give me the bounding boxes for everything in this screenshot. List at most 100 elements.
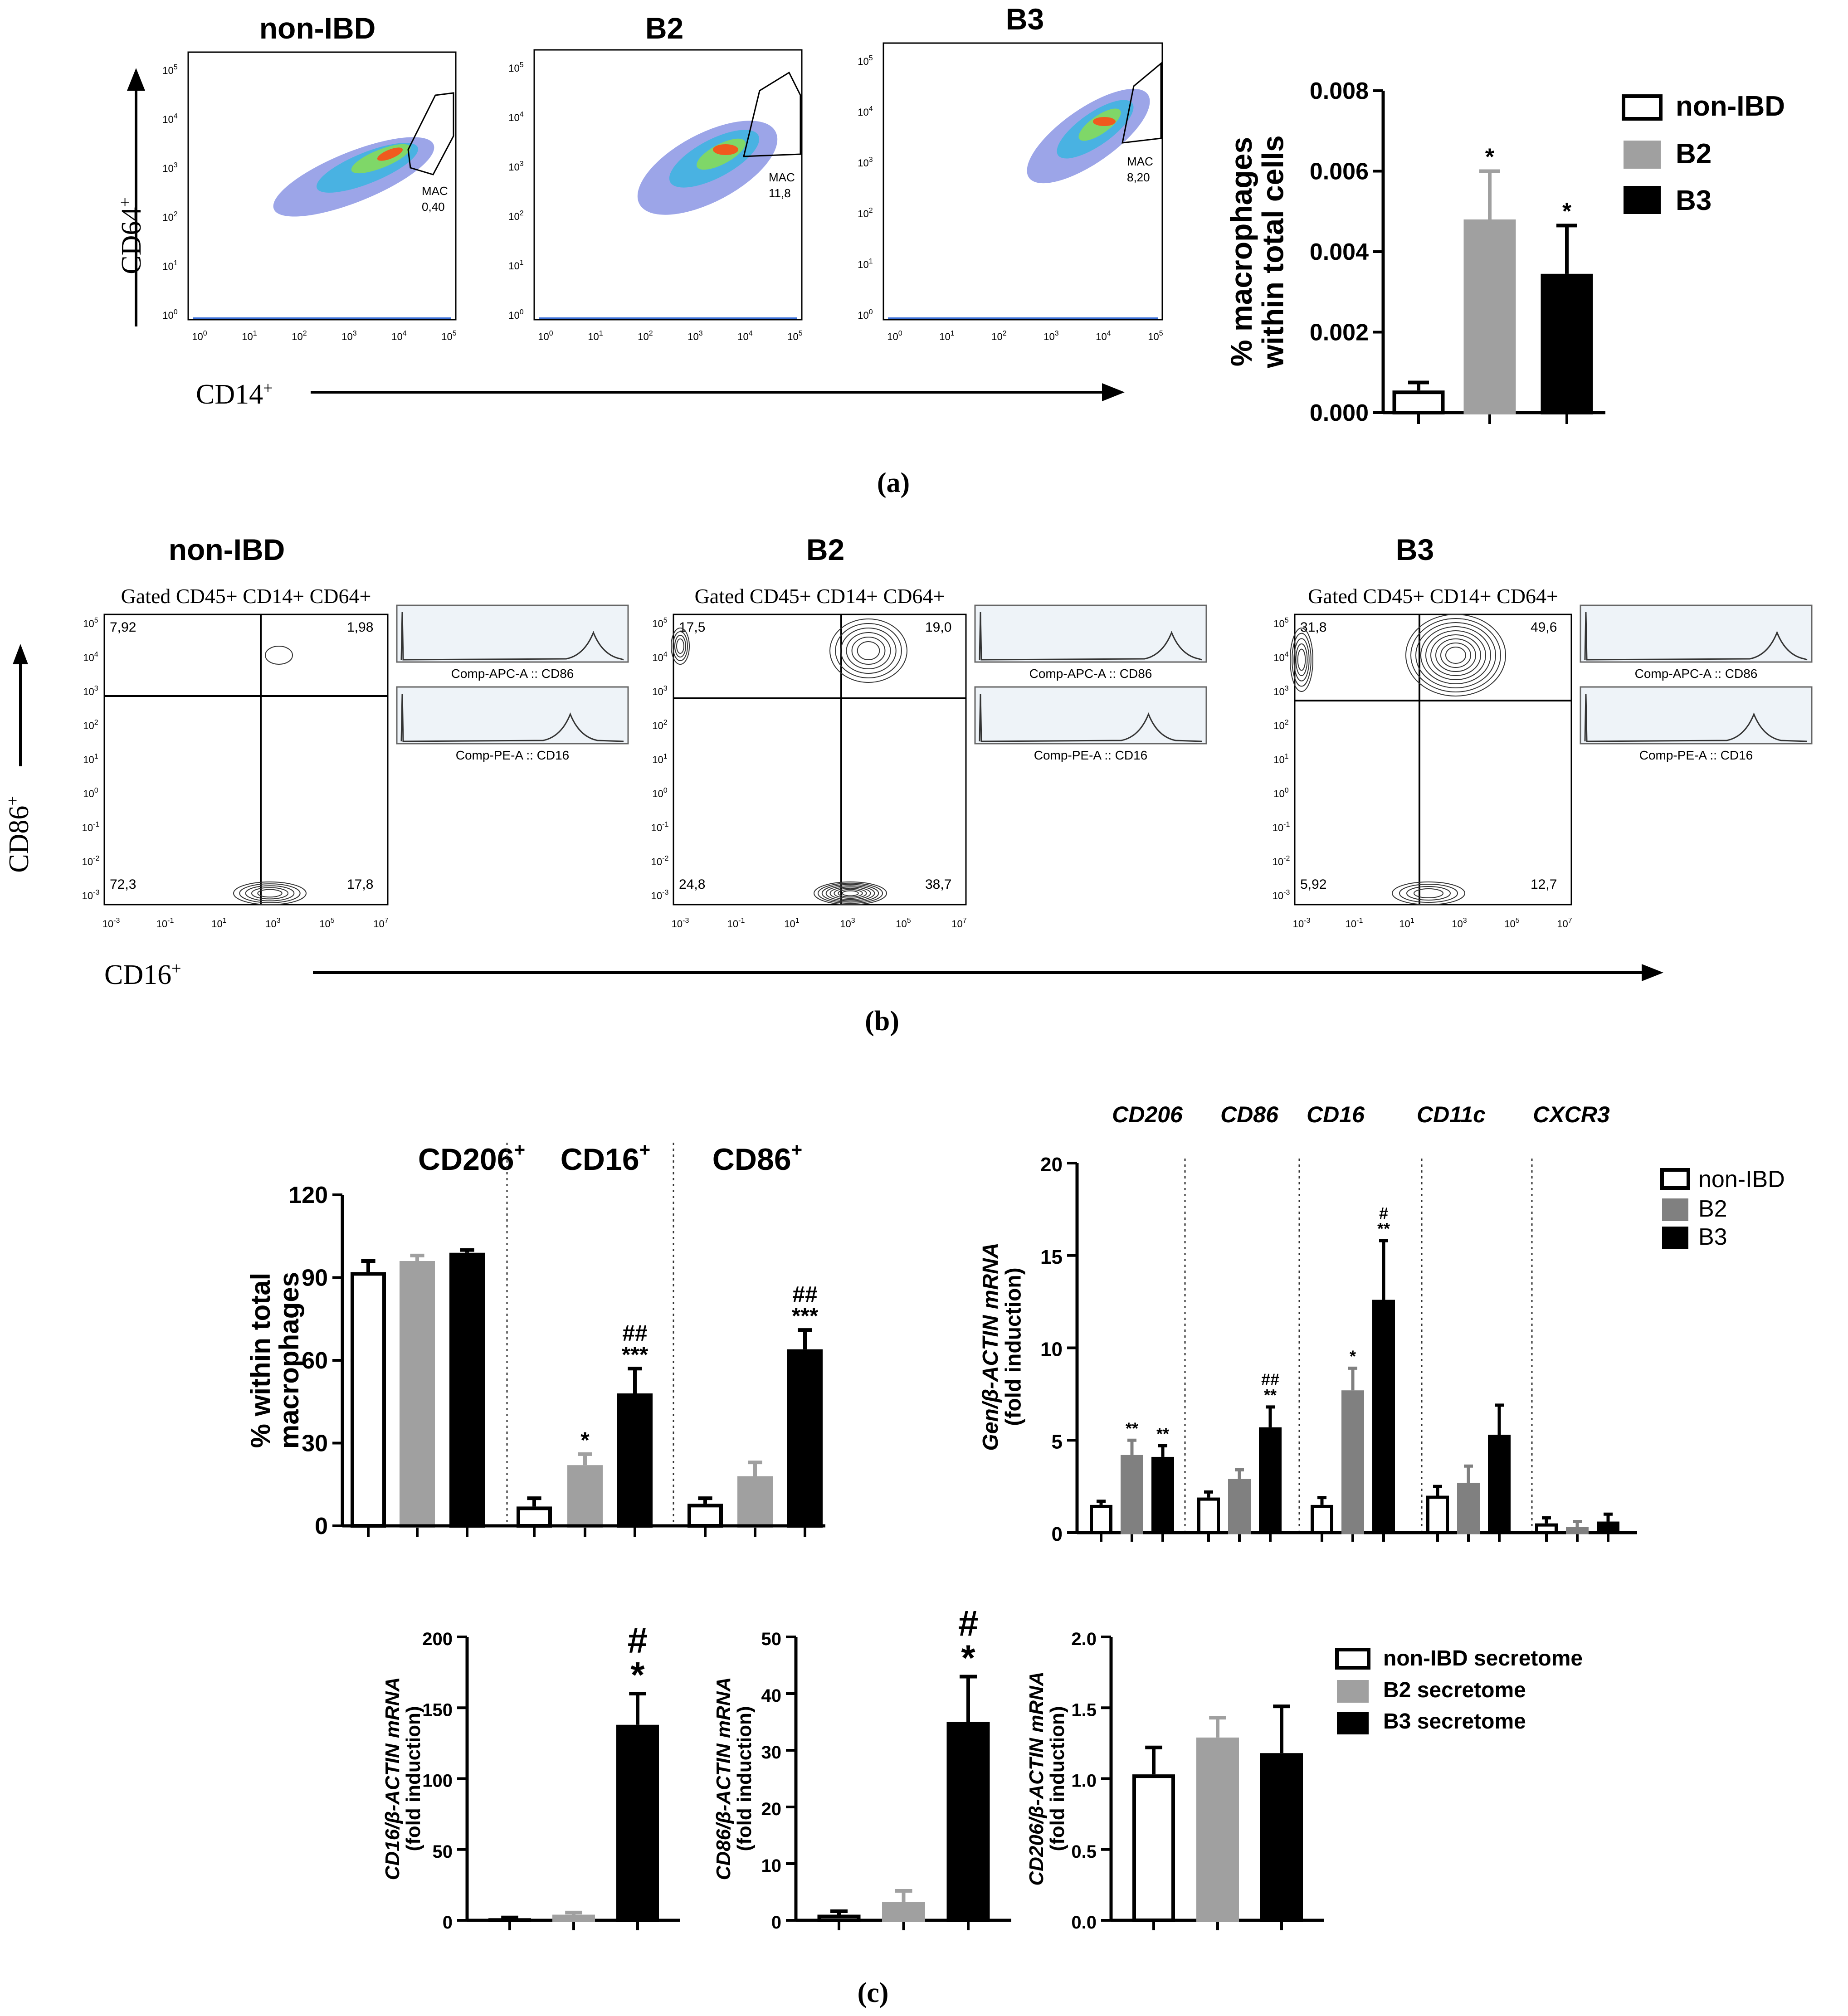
flow-b-contour [1405, 614, 1506, 696]
flow-a-x-tick-labels: 100 101 102 103 104 105 100 101 102 103 104 105 100 1… [192, 317, 1163, 342]
cd64-axis-label: CD64+ [116, 197, 147, 274]
legend-sec-label-non-ibd: non-IBD secretome [1383, 1646, 1583, 1670]
flow-a-xtick-label: 100 [538, 330, 553, 342]
flow-a-ytick-label: 103 [162, 161, 177, 174]
flow-a-xtick-label: 100 [192, 330, 207, 342]
flow-b-contour [1445, 647, 1466, 664]
flow-b-contour [851, 637, 886, 665]
legend-sec-swatch-b2 [1337, 1680, 1369, 1703]
flow-b-contour-bottom [821, 884, 879, 903]
flow-b-frame [1294, 614, 1572, 906]
flow-b-ytick-label: 10-1 [1273, 821, 1290, 833]
flow-b-xtick-label: 10-3 [672, 917, 689, 930]
panel-a-flow-plots: non-IBD B2 B3 [116, 2, 1163, 410]
a-bar-ytick-label: 0.002 [1310, 320, 1369, 346]
flow-b-contour-bottom [239, 883, 301, 903]
c-cd16-secretome-ytick-label: 150 [422, 1700, 453, 1720]
chart-c-percent-bar [567, 1465, 603, 1528]
flow-b-contour [840, 628, 897, 674]
chart-c-percent-bar [737, 1476, 773, 1528]
cd86-arrow-head [13, 644, 28, 664]
chart-c-percent-bar [449, 1252, 485, 1528]
flow-b-quadrant-ll: 5,92 [1300, 877, 1326, 892]
flow-b-contour [1293, 638, 1310, 682]
flow-b-contour-bottom [251, 887, 288, 900]
chart-c-mrna-bar [1090, 1505, 1112, 1534]
flow-b-ytick-label: 105 [652, 617, 667, 629]
flow-b-title-b3: B3 [1396, 533, 1434, 566]
legend-a-label-b2: B2 [1676, 138, 1711, 170]
chart-c-percent-bar [617, 1393, 653, 1528]
legend-a-swatch-non-ibd [1622, 94, 1663, 121]
flow-a-gate-label-non-ibd: MAC [422, 184, 448, 198]
chart-c-mrna-group-label: CD11c [1417, 1102, 1486, 1127]
flow-a-ytick-label: 102 [508, 209, 523, 222]
chart-c-cd16-secretome: 0 50 100 150 200 CD16/β-ACTIN mRNA(fold induc… [381, 1620, 680, 1933]
flow-a-ytick-label: 105 [858, 54, 873, 67]
flow-b-ytick-label: 102 [83, 719, 98, 731]
flow-a-xtick-label: 101 [939, 330, 954, 342]
flow-b-ytick-label: 101 [1273, 753, 1288, 765]
a-bar-ytick-label: 0.006 [1310, 159, 1369, 185]
flow-a-gate-value-non-ibd: 0,40 [422, 200, 445, 214]
flow-b-contour [1290, 628, 1313, 692]
chart-c-cd86-bar [817, 1914, 861, 1922]
chart-c-cd206-ylabel: CD206/β-ACTIN mRNA(fold induction) [1025, 1671, 1068, 1885]
chart-c-cd16-ylabel: CD16/β-ACTIN mRNA(fold induction) [381, 1677, 424, 1880]
chart-c-cd16-bar [552, 1914, 595, 1922]
flow-b-xtick-label: 103 [265, 917, 280, 930]
flow-b-ytick-label: 100 [652, 787, 667, 799]
cd86-axis-label: CD86+ [3, 796, 34, 873]
flow-b-histogram-frame [396, 686, 629, 745]
cd16-arrow-head [1642, 964, 1663, 981]
panel-label-a: (a) [877, 467, 910, 498]
flow-b-histogram-frame [396, 604, 629, 663]
flow-b-quadrant-ur: 1,98 [347, 620, 373, 635]
chart-c-mrna-annotation: ** [1126, 1419, 1138, 1437]
chart-c-mrna-bar [1597, 1521, 1619, 1534]
chart-c-mrna-bar [1197, 1497, 1220, 1534]
c-cd16-secretome-ytick-label: 50 [433, 1842, 453, 1862]
chart-c-mrna-bar [1228, 1479, 1251, 1534]
flow-b-histogram-curve [979, 693, 1202, 742]
chart-c-cd86-bar [882, 1902, 925, 1922]
flow-b-contour [1420, 626, 1491, 684]
chart-c-percent-ylabel: % within totalmacrophages [245, 1272, 304, 1449]
flow-b-contour [671, 628, 690, 665]
flow-b-ytick-label: 103 [652, 685, 667, 697]
chart-c-mrna-bar [1566, 1527, 1589, 1534]
c-cd86-secretome-ytick-label: 30 [761, 1743, 782, 1763]
chart-c-percent-annotation: *** [622, 1342, 649, 1367]
flow-b-xtick-label: 105 [896, 917, 911, 930]
flow-b-histogram-curve [979, 612, 1202, 661]
flow-a-title-b3: B3 [1006, 2, 1044, 36]
flow-b-contour [1435, 638, 1476, 672]
legend-c-label-b3: B3 [1698, 1224, 1727, 1250]
c-mrna-ytick-label: 5 [1052, 1431, 1063, 1453]
chart-c-mrna-annotation: ## [1261, 1370, 1279, 1389]
flow-a-xtick-label: 104 [1096, 330, 1111, 342]
flow-b-contour [676, 638, 684, 654]
chart-c-cd206-secretome: 0.0 0.5 1.0 1.5 2.0 CD206/β-ACTIN mRNA(fold i… [1025, 1629, 1324, 1933]
c-cd16-secretome-ytick-label: 0 [443, 1913, 453, 1933]
flow-a-y-tick-labels: 100 101 102 103 104 105 100 101 102 103 104 105 100 1… [162, 54, 873, 321]
chart-c-cd16-annotation: * [630, 1655, 645, 1695]
chart-c-cd16-bar [616, 1724, 659, 1922]
a-bar-ytick-label: 0.008 [1310, 78, 1369, 104]
flow-a-title-non-ibd: non-IBD [259, 11, 376, 45]
flow-b-xtick-label: 10-3 [1293, 917, 1311, 930]
flow-a-frame-non-ibd [187, 51, 457, 321]
chart-c-cd86-bar [946, 1722, 990, 1922]
flow-b-xtick-label: 103 [840, 917, 855, 930]
flow-a-ytick-label: 103 [508, 160, 523, 173]
flow-a-gate-label-b2: MAC [769, 170, 795, 184]
flow-b-histogram-curve [400, 693, 624, 742]
chart-c-mrna-bar [1372, 1300, 1395, 1534]
flow-a-density-non-ibd [273, 137, 434, 217]
flow-a-xtick-label: 102 [991, 330, 1006, 342]
flow-b-contour-bottom [817, 882, 883, 904]
c-mrna-ytick-label: 10 [1040, 1339, 1063, 1361]
flow-b-xtick-label: 10-1 [727, 917, 745, 930]
flow-a-gate-non-ibd [407, 92, 454, 175]
chart-c-mrna-group-label: CD206 [1112, 1102, 1183, 1127]
